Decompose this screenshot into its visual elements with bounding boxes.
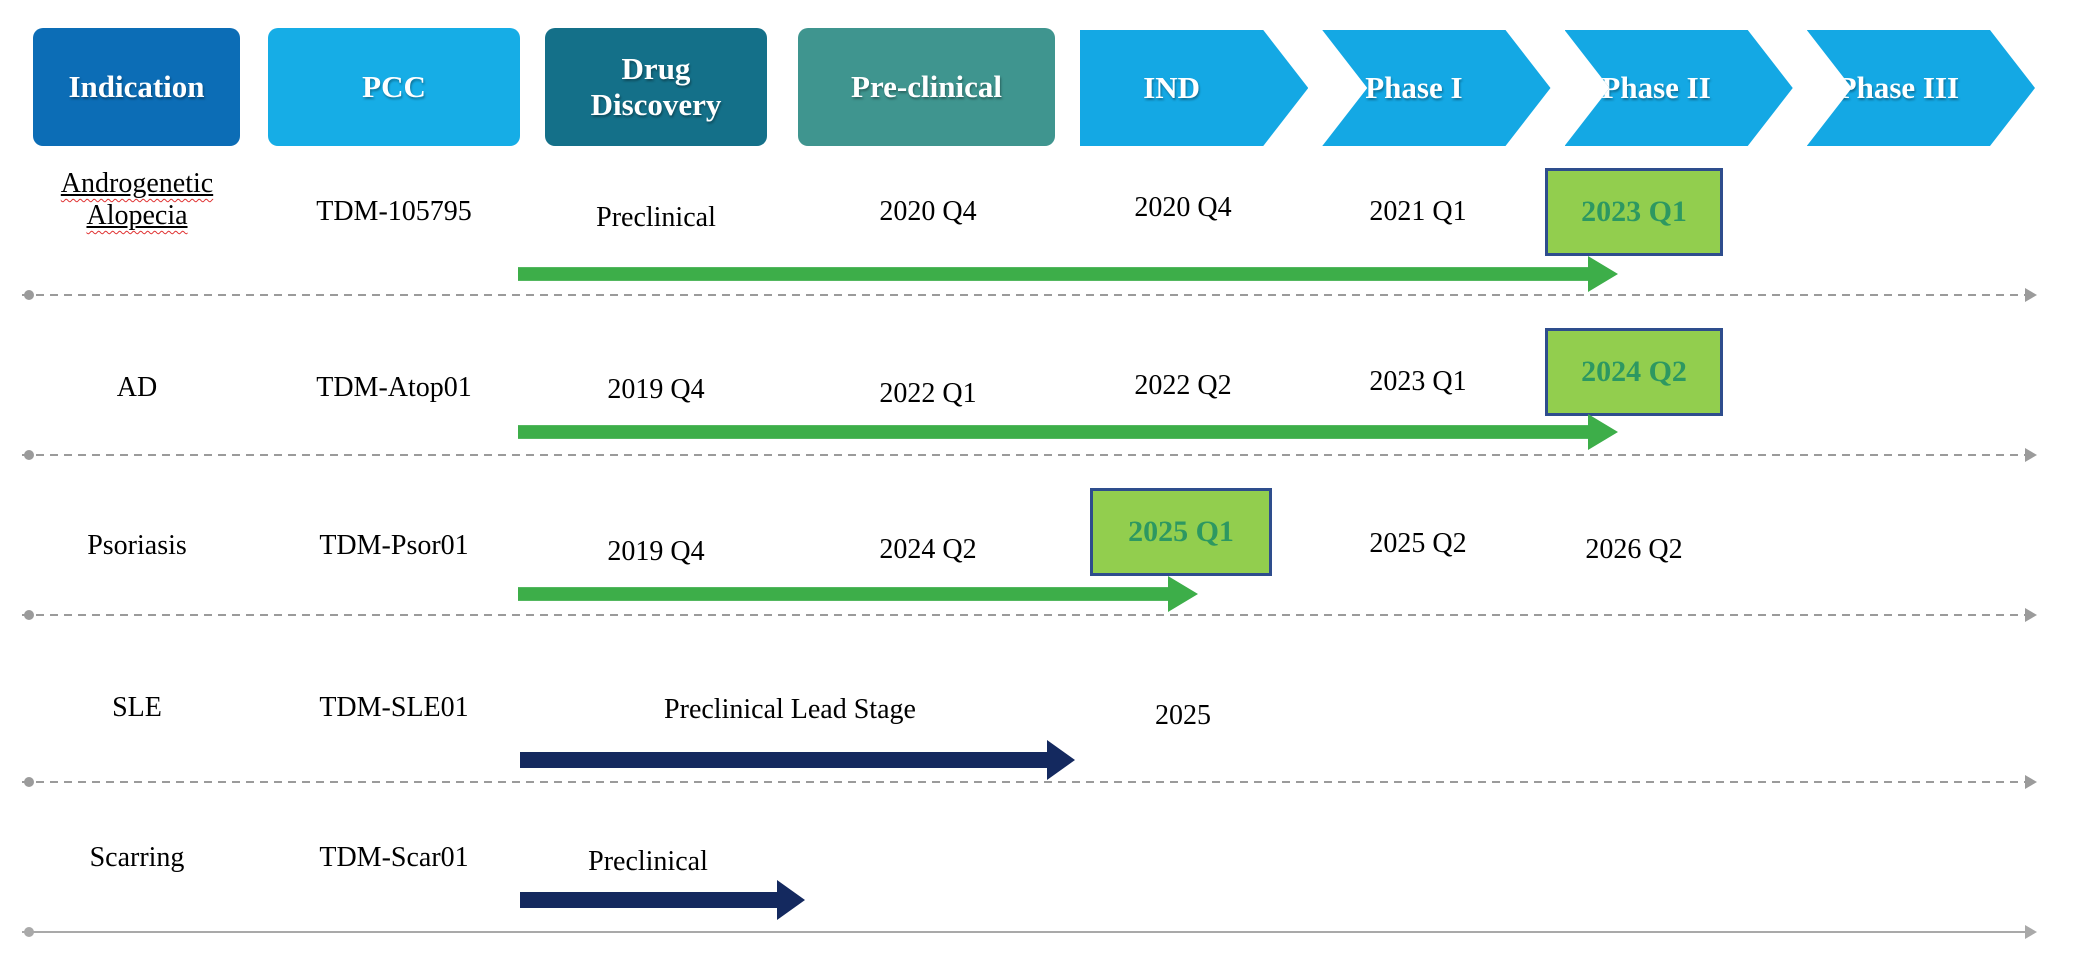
separator-start-dot	[24, 450, 34, 460]
header-label-pcc: PCC	[362, 69, 426, 105]
bottom-baseline	[22, 925, 2037, 939]
row-5-indication: Scarring	[89, 842, 185, 873]
row-4-ind-value: 2025	[1155, 700, 1211, 731]
separator-start-dot	[24, 610, 34, 620]
header-label-pre-clinical: Pre-clinical	[851, 69, 1002, 105]
phase-label-phase-1: Phase I	[1365, 70, 1463, 105]
phase-chevron-band: IND Phase I Phase II Phase III	[1080, 30, 2035, 146]
row-2-ind-value: 2022 Q2	[1134, 370, 1232, 401]
row-separator-4	[22, 775, 2037, 789]
row-2-drug-discovery-value: 2019 Q4	[607, 374, 705, 405]
row-1-indication-underline: Androgenetic Alopecia	[61, 168, 213, 231]
row-1-pcc-value: TDM-105795	[316, 196, 472, 227]
separator-end-arrow-icon	[2025, 608, 2037, 622]
row-3-indication: Psoriasis	[87, 530, 187, 561]
row-5-pcc-value: TDM-Scar01	[319, 842, 469, 873]
phase-chevron-phase-1: Phase I	[1322, 30, 1550, 146]
header-box-pre-clinical: Pre-clinical	[798, 28, 1055, 146]
row-5-drug-discovery-value: Preclinical	[588, 846, 708, 877]
header-box-pcc: PCC	[268, 28, 520, 146]
row-2-progress-arrow	[518, 414, 1618, 450]
separator-start-dot	[24, 777, 34, 787]
row-1-pre-clinical-value: 2020 Q4	[879, 196, 977, 227]
header-label-drug-discovery: Drug Discovery	[590, 51, 722, 122]
row-1-phase-2-milestone-text: 2023 Q1	[1581, 195, 1687, 228]
row-separator-2	[22, 448, 2037, 462]
phase-chevron-phase-3: Phase III	[1807, 30, 2035, 146]
header-box-indication: Indication	[33, 28, 240, 146]
row-2-pcc-value: TDM-Atop01	[316, 372, 472, 403]
separator-start-dot	[24, 290, 34, 300]
row-1-phase-1-value: 2021 Q1	[1369, 196, 1467, 227]
row-2-phase-2-milestone-text: 2024 Q2	[1581, 355, 1687, 388]
separator-end-arrow-icon	[2025, 925, 2037, 939]
row-3-ind-milestone-text: 2025 Q1	[1128, 515, 1234, 548]
row-4-indication: SLE	[112, 692, 162, 723]
phase-chevron-ind: IND	[1080, 30, 1308, 146]
row-separator-3	[22, 608, 2037, 622]
row-3-phase-2-value: 2026 Q2	[1585, 534, 1683, 565]
row-4-pcc-value: TDM-SLE01	[319, 692, 469, 723]
row-1-progress-arrow	[518, 256, 1618, 292]
separator-start-dot	[24, 927, 34, 937]
separator-end-arrow-icon	[2025, 288, 2037, 302]
row-5-progress-arrow	[520, 880, 805, 920]
header-box-drug-discovery: Drug Discovery	[545, 28, 767, 146]
row-3-phase-1-value: 2025 Q2	[1369, 528, 1467, 559]
row-3-drug-discovery-value: 2019 Q4	[607, 536, 705, 567]
separator-end-arrow-icon	[2025, 775, 2037, 789]
row-3-ind-milestone-box: 2025 Q1	[1090, 488, 1272, 576]
phase-label-ind: IND	[1143, 70, 1201, 105]
row-2-phase-1-value: 2023 Q1	[1369, 366, 1467, 397]
row-3-pcc-value: TDM-Psor01	[319, 530, 469, 561]
row-1-indication-text: Androgenetic Alopecia	[60, 168, 214, 231]
row-2-indication: AD	[116, 372, 158, 403]
row-separator-1	[22, 288, 2037, 302]
row-1-indication: Androgenetic Alopecia	[27, 168, 247, 232]
row-3-progress-arrow	[518, 576, 1198, 612]
header-label-indication: Indication	[68, 69, 205, 105]
phase-label-phase-2: Phase II	[1601, 70, 1711, 105]
row-4-progress-arrow	[520, 740, 1075, 780]
row-1-phase-2-milestone-box: 2023 Q1	[1545, 168, 1723, 256]
row-1-drug-discovery-value: Preclinical	[596, 202, 716, 233]
phase-label-phase-3: Phase III	[1837, 70, 1960, 105]
row-2-phase-2-milestone-box: 2024 Q2	[1545, 328, 1723, 416]
row-1-ind-value: 2020 Q4	[1134, 192, 1232, 223]
row-2-pre-clinical-value: 2022 Q1	[879, 378, 977, 409]
separator-end-arrow-icon	[2025, 448, 2037, 462]
row-3-pre-clinical-value: 2024 Q2	[879, 534, 977, 565]
row-4-preclinical-stage-value: Preclinical Lead Stage	[664, 694, 916, 725]
phase-chevron-phase-2: Phase II	[1565, 30, 1793, 146]
